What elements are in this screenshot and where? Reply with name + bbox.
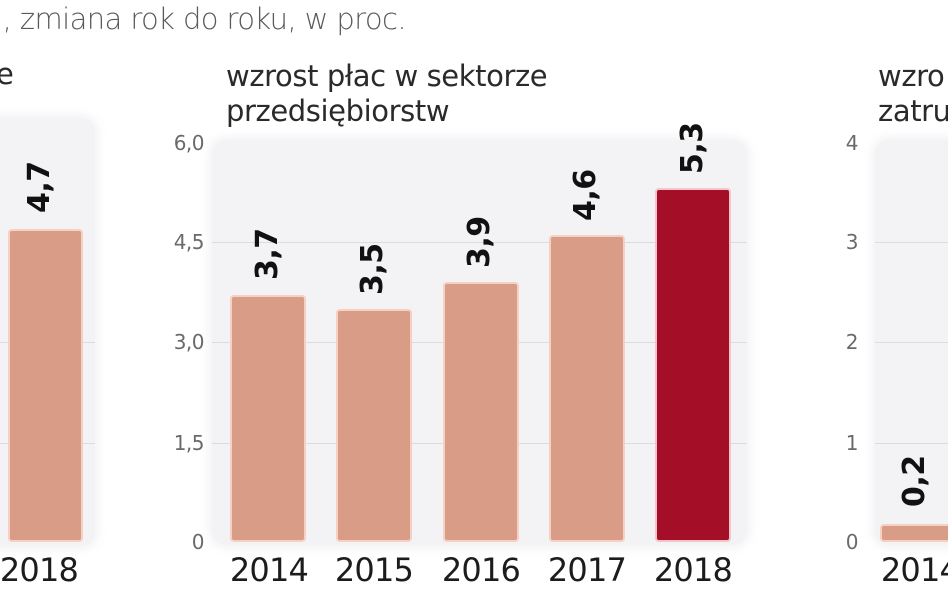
right-ytick: 1 (845, 431, 859, 455)
bar-value-2018: 5,3 (675, 122, 710, 174)
x-label-2018: 2018 (653, 551, 733, 589)
right-ytick: 4 (845, 131, 859, 155)
middle-ytick: 0 (191, 530, 205, 554)
right-ytick: 3 (845, 230, 859, 254)
bar-2017 (549, 235, 625, 542)
right-ytick: 2 (845, 330, 859, 354)
bar-value-2016: 3,9 (462, 216, 497, 268)
bar-value-2015: 3,5 (355, 243, 390, 295)
right-chart-title-line2: zatru (878, 94, 948, 128)
left-x-label: 2018 (0, 551, 79, 589)
chart-subtitle: ., zmiana rok do roku, w proc. (0, 2, 407, 36)
left-chart-title: e (0, 57, 14, 91)
middle-ytick: 3,0 (173, 330, 205, 354)
right-chart-title-line1: wzro (878, 59, 945, 93)
x-label-2017: 2017 (547, 551, 627, 589)
right-bar-2014 (880, 524, 948, 542)
middle-gridline-4-5 (212, 242, 747, 243)
right-gridline (875, 443, 948, 444)
bar-2014 (230, 295, 306, 542)
right-chart: wzro zatru 4 3 2 1 0 0,2 2014 (820, 0, 948, 593)
right-gridline (875, 242, 948, 243)
middle-ytick: 4,5 (173, 230, 205, 254)
bar-2018 (655, 188, 731, 542)
bar-value-2014: 3,7 (250, 228, 285, 280)
bar-value-2017: 4,6 (568, 169, 603, 221)
bar-2016 (443, 282, 519, 542)
right-ytick: 0 (845, 530, 859, 554)
middle-ytick: 1,5 (173, 431, 205, 455)
right-x-label: 2014 (880, 551, 948, 589)
left-chart: e 4,7 2018 (0, 0, 120, 593)
x-label-2015: 2015 (334, 551, 414, 589)
x-label-2016: 2016 (441, 551, 521, 589)
middle-ytick: 6,0 (173, 131, 205, 155)
right-bar-value: 0,2 (897, 455, 932, 507)
middle-chart-title-line2: przedsiębiorstw (226, 94, 450, 128)
left-bar-2018 (8, 229, 83, 542)
x-label-2014: 2014 (229, 551, 309, 589)
middle-chart-title-line1: wzrost płac w sektorze (226, 59, 548, 93)
bar-2015 (336, 309, 412, 542)
right-gridline (875, 342, 948, 343)
